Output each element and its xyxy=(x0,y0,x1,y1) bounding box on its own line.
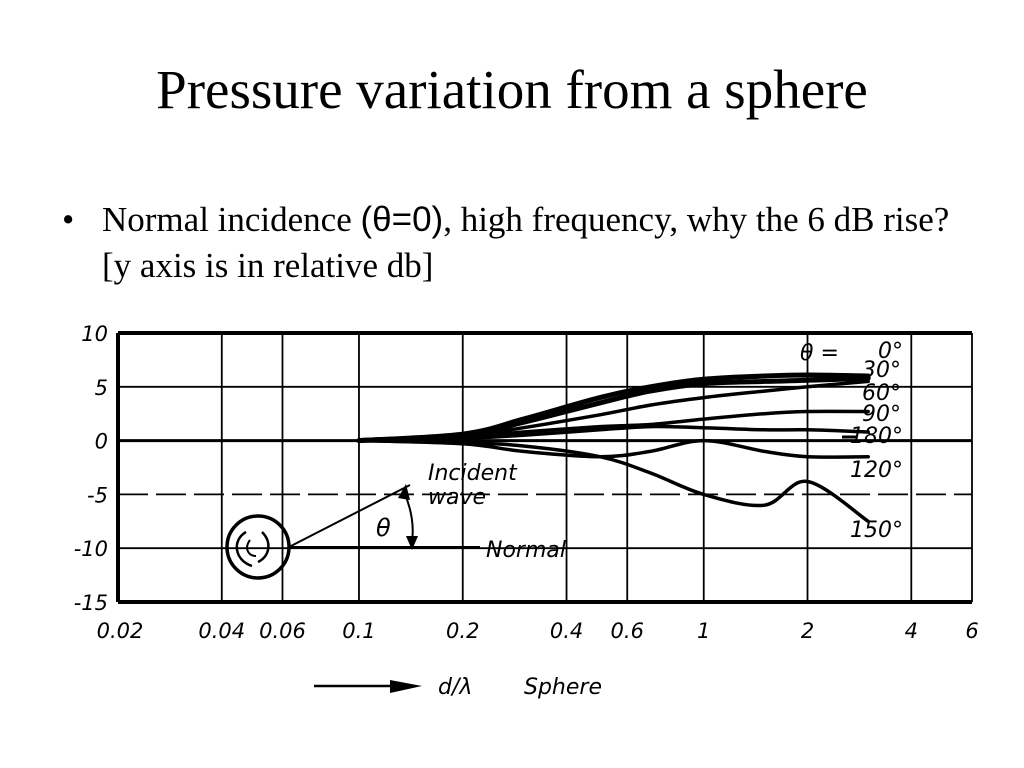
normal-label: Normal xyxy=(486,538,566,563)
x-tick-label: 0.6 xyxy=(611,619,644,643)
wave-label: wave xyxy=(428,485,486,510)
y-tick-labels: 10 5 0 -5 -10 -15 xyxy=(74,322,108,615)
y-tick-label: -10 xyxy=(74,537,108,561)
x-tick-label: 0.4 xyxy=(550,619,583,643)
series-label: 120° xyxy=(850,458,903,483)
series-line xyxy=(357,438,870,524)
y-tick-label: 0 xyxy=(95,430,108,454)
sphere-swirl-2 xyxy=(257,531,270,564)
x-tick-label: 0.2 xyxy=(446,619,479,643)
theta-legend-label: θ = xyxy=(800,341,839,366)
series-label: 30° xyxy=(862,358,901,383)
y-tick-label: -5 xyxy=(87,483,108,507)
series-label: 150° xyxy=(850,518,903,543)
x-tick-label: 4 xyxy=(905,619,918,643)
series-line xyxy=(357,424,870,443)
series-label: 0° xyxy=(878,339,903,364)
theta-arrow-bottom-icon xyxy=(406,536,418,550)
theta-angle-label: θ xyxy=(376,514,391,542)
bullet-text-part1: Normal incidence xyxy=(102,200,361,239)
x-tick-label: 0.04 xyxy=(198,619,245,643)
y-tick-label: 10 xyxy=(81,322,108,346)
sphere-swirl-1 xyxy=(235,530,253,568)
x-axis-label: d/λ xyxy=(438,675,472,700)
bullet-text-part2: , high frequency, why the 6 dB rise? [y … xyxy=(102,200,950,285)
x-tick-label: 2 xyxy=(801,619,814,643)
x-axis-label-suffix: Sphere xyxy=(524,675,602,700)
chart-frame xyxy=(116,331,972,604)
incident-line xyxy=(288,484,411,548)
y-tick-label: -15 xyxy=(74,591,108,615)
series-label: 60° xyxy=(862,381,901,406)
x-tick-labels: 0.02 0.04 0.06 0.1 0.2 0.4 0.6 1 2 4 6 xyxy=(97,619,979,643)
x-tick-label: 1 xyxy=(697,619,710,643)
bullet-theta: (θ=0) xyxy=(360,200,444,239)
x-tick-label: 0.06 xyxy=(259,619,306,643)
theta-arrow-top-icon xyxy=(398,484,410,500)
slide-title: Pressure variation from a sphere xyxy=(156,59,868,120)
x-tick-label: 0.02 xyxy=(97,619,144,643)
sphere-diagram xyxy=(225,484,480,580)
incident-label: Incident xyxy=(428,461,518,486)
x-tick-label: 6 xyxy=(965,619,978,643)
x-tick-label: 0.1 xyxy=(342,619,375,643)
y-tick-label: 5 xyxy=(95,376,108,400)
bullet-text: Normal incidence (θ=0), high frequency, … xyxy=(102,197,962,289)
bullet-marker: • xyxy=(62,200,75,239)
series-labels: 0°30°60°90°180° 120° 150° xyxy=(842,339,903,543)
series-label: 180° xyxy=(850,424,903,449)
sphere-swirl-3 xyxy=(246,539,257,557)
chart-series xyxy=(356,372,871,524)
series-label: 90° xyxy=(862,402,901,427)
xlabel-arrow-icon xyxy=(390,680,422,693)
